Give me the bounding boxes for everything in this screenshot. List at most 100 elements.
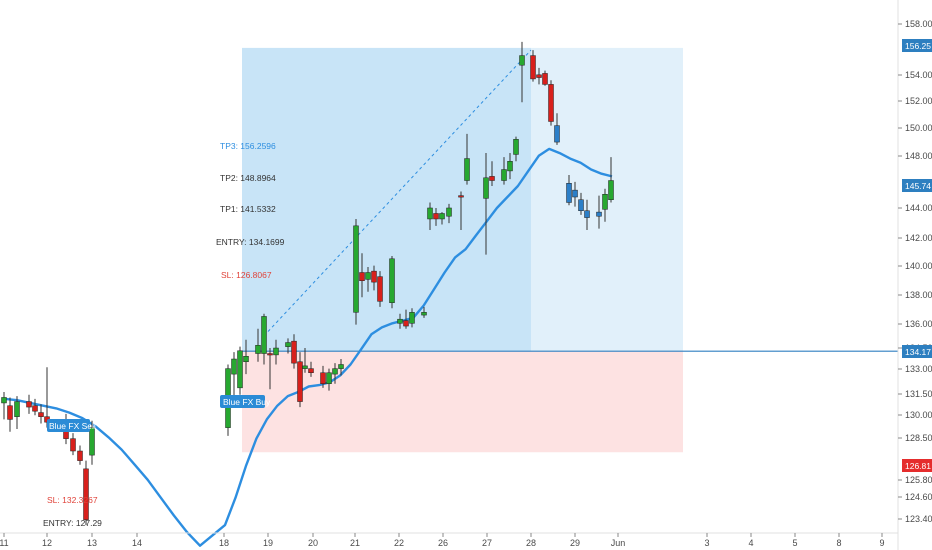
- candle-body: [536, 74, 542, 78]
- candle[interactable]: [536, 67, 542, 85]
- candle[interactable]: [433, 207, 439, 226]
- candle[interactable]: [578, 192, 584, 215]
- candle[interactable]: [320, 365, 326, 388]
- price-tick-label: 131.50: [905, 389, 932, 399]
- candle[interactable]: [297, 352, 303, 408]
- candle[interactable]: [519, 41, 525, 103]
- candle[interactable]: [530, 50, 536, 82]
- date-tick-label: 21: [350, 538, 360, 548]
- price-tag-text: 156.25: [905, 41, 931, 51]
- candle[interactable]: [285, 338, 291, 354]
- price-tag-text: 134.17: [905, 347, 931, 357]
- candle[interactable]: [602, 188, 608, 222]
- candle-body: [602, 194, 608, 210]
- candle[interactable]: [483, 153, 489, 255]
- candle[interactable]: [237, 346, 243, 395]
- candle-body: [320, 372, 326, 384]
- candle[interactable]: [608, 157, 614, 203]
- candle-body: [439, 213, 445, 220]
- candle[interactable]: [38, 404, 44, 424]
- candle[interactable]: [267, 348, 273, 390]
- candle[interactable]: [255, 328, 261, 362]
- price-tick-label: 124.60: [905, 492, 932, 502]
- candle[interactable]: [446, 203, 452, 224]
- price-tag: [902, 39, 932, 52]
- candle-body: [14, 401, 20, 417]
- candle[interactable]: [513, 136, 519, 162]
- candle[interactable]: [365, 267, 371, 292]
- candle[interactable]: [377, 271, 383, 307]
- candle[interactable]: [332, 363, 338, 384]
- candle[interactable]: [421, 306, 427, 318]
- candle[interactable]: [326, 368, 332, 391]
- candle-body: [458, 195, 464, 198]
- candle[interactable]: [427, 202, 433, 230]
- candle[interactable]: [359, 253, 365, 298]
- sell-signal-tag[interactable]: Blue FX Sell: [47, 419, 96, 432]
- candle[interactable]: [439, 212, 445, 225]
- candle[interactable]: [261, 313, 267, 365]
- date-tick-label: 3: [704, 538, 709, 548]
- candle[interactable]: [409, 308, 415, 328]
- candle[interactable]: [7, 397, 13, 432]
- candle[interactable]: [489, 161, 495, 187]
- candle[interactable]: [26, 394, 32, 414]
- price-tag: [902, 345, 932, 358]
- candle[interactable]: [548, 80, 554, 126]
- candle[interactable]: [584, 199, 590, 230]
- candle[interactable]: [243, 339, 249, 375]
- candle[interactable]: [273, 339, 279, 365]
- candle-body: [26, 401, 32, 408]
- candle[interactable]: [44, 367, 50, 428]
- candle-body: [338, 364, 344, 369]
- candle[interactable]: [566, 175, 572, 206]
- candle[interactable]: [83, 460, 89, 526]
- candle[interactable]: [542, 70, 548, 86]
- candle-body: [513, 139, 519, 155]
- candle[interactable]: [70, 433, 76, 456]
- candle[interactable]: [353, 218, 359, 325]
- buy-signal-tag[interactable]: Blue FX Buy: [220, 395, 271, 408]
- candle-body: [507, 161, 513, 172]
- signals-layer: Blue FX Buy Blue FX Sell: [47, 395, 271, 432]
- tp2-label: TP2: 148.8964: [220, 173, 276, 183]
- candle-body: [38, 412, 44, 417]
- candle[interactable]: [32, 398, 38, 416]
- candle[interactable]: [308, 361, 314, 377]
- candle-body: [584, 210, 590, 218]
- candle-body: [255, 345, 261, 354]
- date-tick-label: 9: [879, 538, 884, 548]
- price-tick-label: 133.00: [905, 364, 932, 374]
- candle[interactable]: [302, 348, 308, 373]
- candle[interactable]: [371, 265, 377, 291]
- position-labels-layer: TP3: 156.2596 TP2: 148.8964 TP1: 141.533…: [43, 141, 285, 528]
- candle[interactable]: [77, 445, 83, 465]
- candle[interactable]: [231, 352, 237, 397]
- sl-label: SL: 126.8067: [221, 270, 272, 280]
- candle-body: [326, 372, 332, 384]
- date-tick-label: 27: [482, 538, 492, 548]
- candle-body: [89, 427, 95, 456]
- candle-body: [70, 438, 76, 452]
- date-tick-label: 5: [792, 538, 797, 548]
- candle[interactable]: [1, 391, 7, 420]
- candle[interactable]: [403, 309, 409, 329]
- candle[interactable]: [89, 420, 95, 465]
- candle[interactable]: [458, 191, 464, 230]
- candle[interactable]: [338, 359, 344, 376]
- candle[interactable]: [291, 334, 297, 369]
- candle[interactable]: [464, 133, 470, 185]
- price-tick-label: 140.00: [905, 261, 932, 271]
- candle[interactable]: [389, 256, 395, 309]
- candle[interactable]: [572, 181, 578, 207]
- date-tick-label: 12: [42, 538, 52, 548]
- candle[interactable]: [596, 195, 602, 229]
- date-tick-label: 29: [570, 538, 580, 548]
- candle[interactable]: [554, 113, 560, 145]
- candle[interactable]: [397, 313, 403, 329]
- candle[interactable]: [14, 396, 20, 430]
- candle[interactable]: [507, 153, 513, 180]
- candle[interactable]: [501, 157, 507, 185]
- candle-body: [421, 312, 427, 316]
